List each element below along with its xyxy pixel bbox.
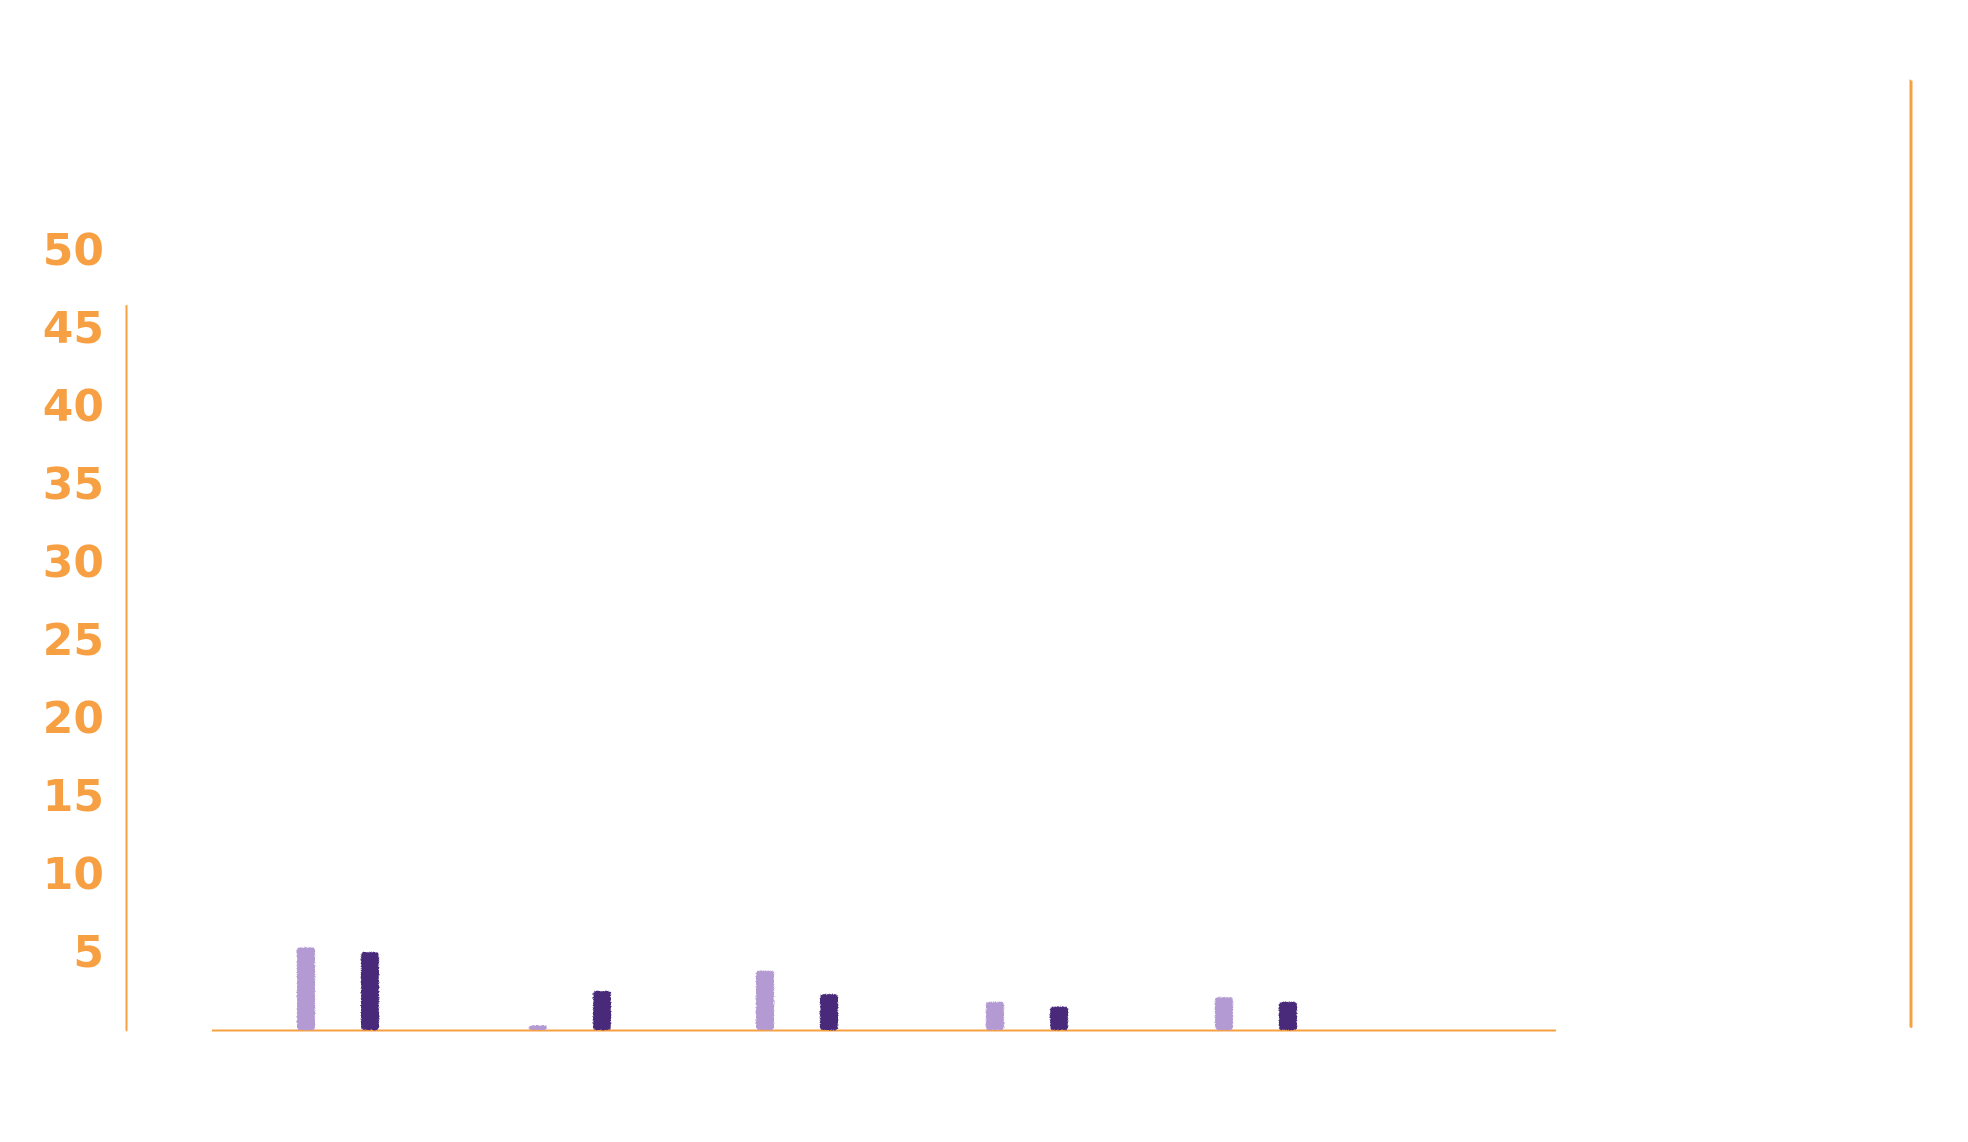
y-tick-label: 20	[43, 693, 104, 744]
y-tick-label: 25	[43, 615, 104, 666]
bar-series-2-group-2	[593, 991, 611, 1030]
bar-series-1-group-5	[1215, 997, 1233, 1030]
y-tick-label: 30	[43, 537, 104, 588]
bar-series-1-group-1	[297, 947, 315, 1030]
y-tick-label: 15	[43, 771, 104, 822]
y-axis-line	[121, 305, 132, 1031]
y-tick-label: 45	[43, 303, 104, 354]
y-tick-label: 50	[43, 225, 104, 276]
frame-right-border	[1904, 80, 1918, 1028]
x-axis-line	[212, 1024, 1556, 1037]
bars-layer	[297, 947, 1297, 1030]
bar-series-1-group-3	[756, 970, 774, 1030]
y-tick-label: 10	[43, 849, 104, 900]
bar-series-2-group-4	[1050, 1006, 1068, 1030]
y-tick-label: 5	[73, 927, 104, 978]
bar-series-2-group-5	[1279, 1001, 1297, 1030]
y-axis-ticks: 5 10 15 20 25 30 35 40 45 50	[43, 225, 158, 978]
bar-series-2-group-1	[361, 952, 379, 1030]
bar-series-1-group-4	[986, 1001, 1004, 1030]
bar-series-2-group-3	[820, 994, 838, 1030]
bar-series-1-group-2	[529, 1025, 547, 1030]
y-tick-label: 40	[43, 381, 104, 432]
y-tick-label: 35	[43, 459, 104, 510]
